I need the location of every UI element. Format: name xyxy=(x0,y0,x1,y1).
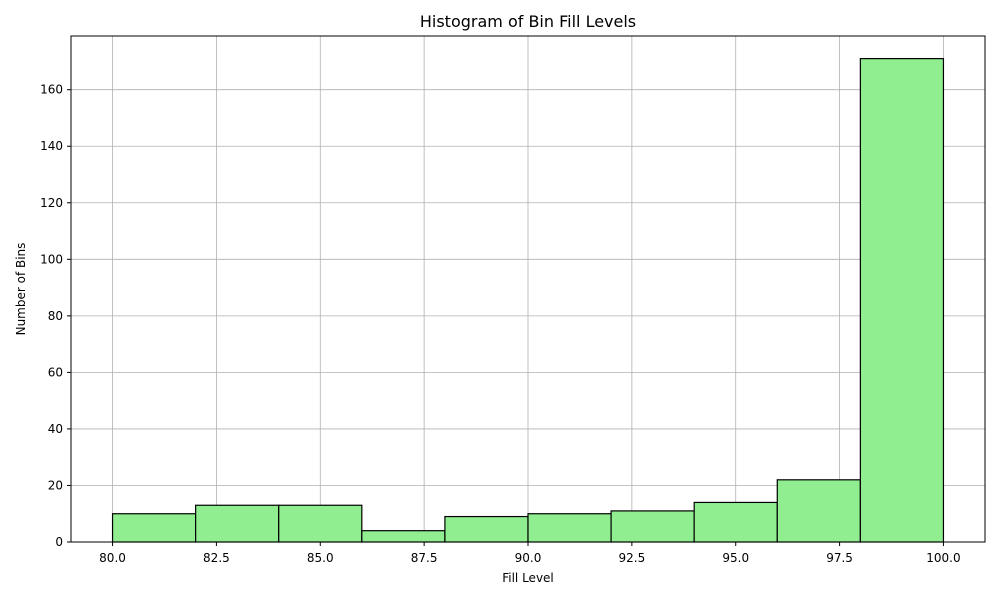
x-tick-label: 85.0 xyxy=(307,551,334,565)
y-tick-label: 20 xyxy=(48,478,63,492)
chart-title: Histogram of Bin Fill Levels xyxy=(420,12,636,31)
histogram-bar xyxy=(278,504,363,543)
histogram-bar xyxy=(859,58,945,543)
y-tick-label: 100 xyxy=(40,252,63,266)
y-tick-label: 0 xyxy=(55,535,63,549)
x-axis-ticks: 80.0 82.5 85.0 87.5 90.0 92.5 95.0 97.5 100.0 xyxy=(99,542,961,565)
x-tick-label: 95.0 xyxy=(722,551,749,565)
y-tick-label: 160 xyxy=(40,83,63,97)
histogram-bar xyxy=(527,513,612,543)
x-tick-label: 82.5 xyxy=(203,551,230,565)
histogram-bar xyxy=(444,515,529,543)
histogram-bar xyxy=(693,501,778,543)
histogram-bar xyxy=(195,504,280,543)
x-tick-label: 92.5 xyxy=(619,551,646,565)
y-tick-label: 140 xyxy=(40,139,63,153)
y-axis-label: Number of Bins xyxy=(14,243,28,336)
histogram-bar xyxy=(776,479,861,543)
histogram-bars xyxy=(111,58,945,543)
histogram-bar xyxy=(111,513,197,543)
grid-lines xyxy=(71,36,985,543)
y-tick-label: 40 xyxy=(48,422,63,436)
x-tick-label: 90.0 xyxy=(515,551,542,565)
x-tick-label: 97.5 xyxy=(826,551,853,565)
histogram-bar xyxy=(361,530,446,543)
y-tick-label: 80 xyxy=(48,309,63,323)
histogram-bar xyxy=(610,510,695,543)
y-tick-label: 120 xyxy=(40,196,63,210)
x-tick-label: 87.5 xyxy=(411,551,438,565)
x-axis-label: Fill Level xyxy=(502,571,554,585)
y-axis-ticks: 0 20 40 60 80 100 120 140 160 xyxy=(40,83,71,549)
x-tick-label: 80.0 xyxy=(99,551,126,565)
y-tick-label: 60 xyxy=(48,365,63,379)
x-tick-label: 100.0 xyxy=(926,551,960,565)
